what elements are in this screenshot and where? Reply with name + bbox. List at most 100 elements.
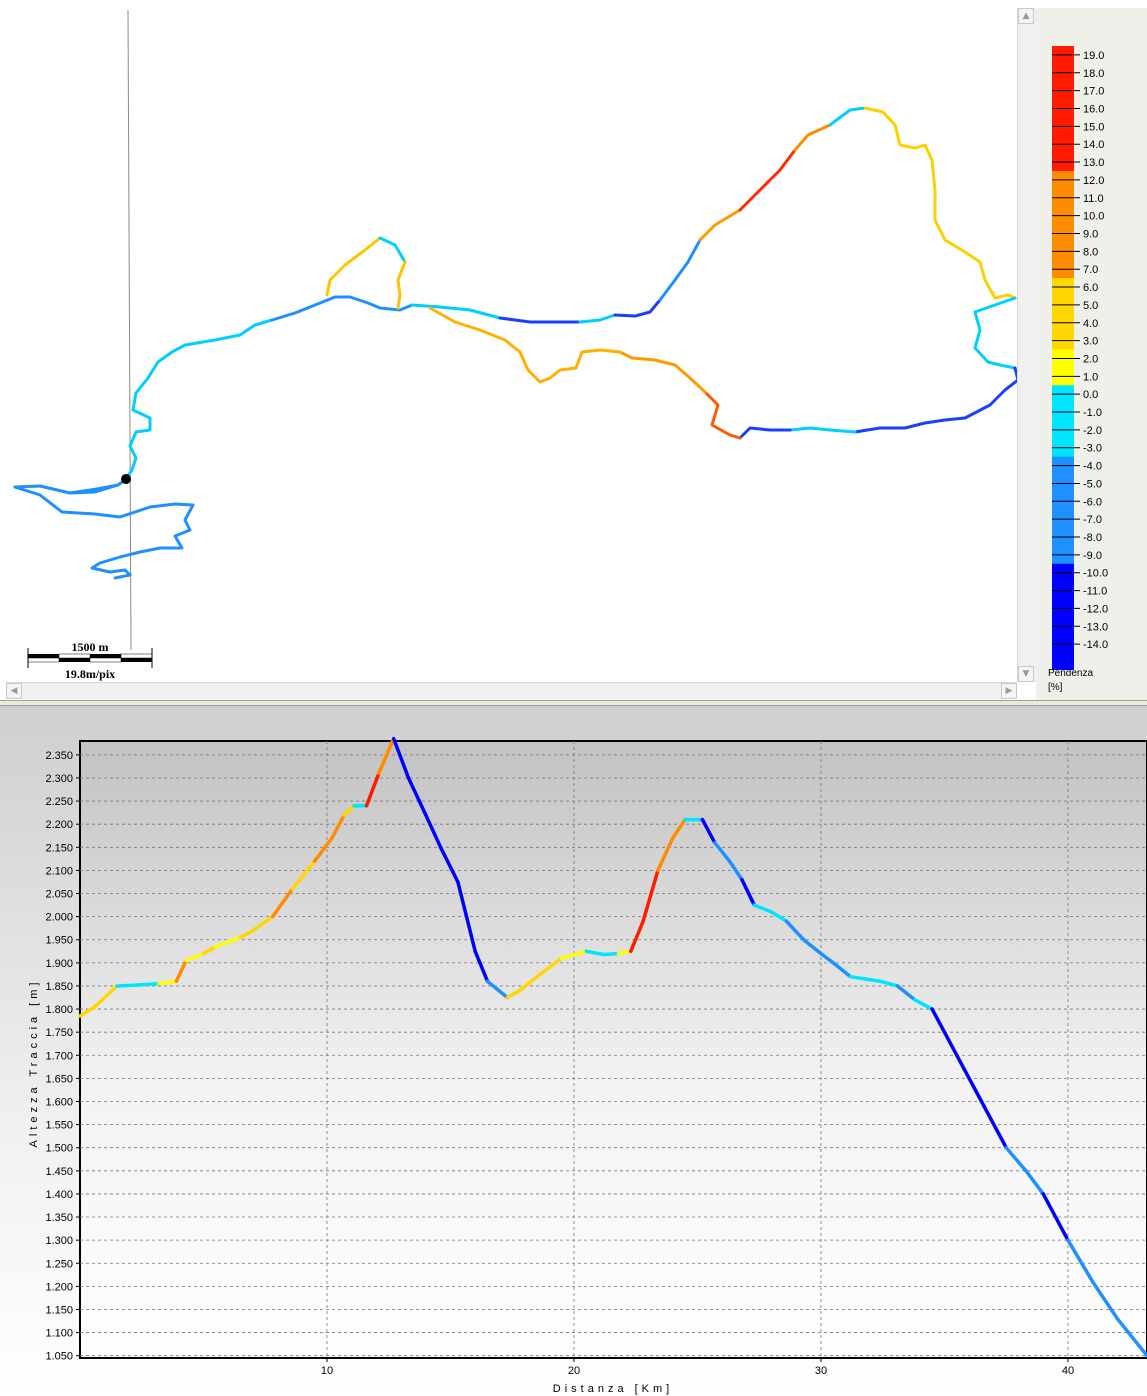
- x-tick-label: 10: [321, 1365, 333, 1377]
- x-tick-label: 20: [568, 1365, 580, 1377]
- track-segment: [828, 106, 867, 127]
- profile-segment: [1041, 1192, 1070, 1242]
- profile-segment: [137, 981, 161, 987]
- track-segment: [123, 318, 274, 482]
- track-segment: [863, 106, 1017, 300]
- elevation-profile-chart[interactable]: 1.050 1.100 1.150 1.200 1.250 1.300 1.350 1.400…: [0, 706, 1147, 1396]
- current-position-marker[interactable]: [121, 474, 131, 484]
- profile-segment: [330, 813, 347, 840]
- map-horizontal-scrollbar[interactable]: ◀ ▶: [6, 682, 1017, 699]
- profile-segment: [656, 836, 675, 873]
- legend-tick-label: 1.0: [1083, 371, 1098, 383]
- y-tick-label: 1.500: [45, 1143, 73, 1155]
- legend-tick-label: 17.0: [1083, 86, 1104, 98]
- track-segment: [410, 303, 502, 320]
- y-tick-label: 1.600: [45, 1096, 73, 1108]
- legend-tick-label: 7.0: [1083, 264, 1098, 276]
- profile-segment: [930, 1007, 959, 1058]
- profile-segment: [312, 836, 334, 863]
- legend-tick-label: -9.0: [1083, 550, 1102, 562]
- scroll-up-icon[interactable]: ▲: [1018, 8, 1034, 24]
- profile-segment: [406, 776, 428, 817]
- profile-segment: [629, 919, 645, 954]
- legend-caption-unit: [%]: [1048, 682, 1063, 693]
- profile-segment: [979, 1099, 1008, 1150]
- legend-tick-label: 6.0: [1083, 282, 1098, 294]
- track-segment: [698, 208, 742, 242]
- profile-segment: [601, 951, 621, 957]
- profile-segment: [740, 877, 757, 907]
- y-tick-label: 1.200: [45, 1281, 73, 1293]
- track-segment: [270, 295, 414, 322]
- profile-segment: [157, 979, 179, 986]
- profile-segment: [238, 928, 255, 940]
- profile-segment: [115, 983, 142, 988]
- x-tick-label: 30: [815, 1365, 827, 1377]
- track-segment: [738, 148, 797, 212]
- track-segment: [396, 260, 407, 310]
- y-tick-label: 1.550: [45, 1120, 73, 1132]
- profile-segment: [505, 988, 522, 1000]
- profile-segment: [584, 949, 606, 957]
- scroll-left-icon[interactable]: ◀: [6, 683, 22, 699]
- legend-tick-label: -5.0: [1083, 478, 1102, 490]
- track-segment: [13, 485, 195, 519]
- legend-tick-label: 12.0: [1083, 175, 1104, 187]
- slope-legend: 19.0 18.0 17.0 16.0 15.0 14.0 13.0 12.0 11.0 10.0…: [1036, 8, 1147, 704]
- y-tick-label: 1.450: [45, 1166, 73, 1178]
- scroll-down-icon[interactable]: ▼: [1018, 666, 1034, 682]
- track-segment: [738, 426, 792, 440]
- position-cursor-line: [127, 9, 132, 651]
- scroll-right-icon[interactable]: ▶: [1001, 683, 1017, 699]
- profile-segment: [290, 859, 317, 891]
- profile-segment: [955, 1053, 984, 1104]
- elevation-profile-panel[interactable]: 1.050 1.100 1.150 1.200 1.250 1.300 1.350 1.400…: [0, 706, 1147, 1396]
- map-vertical-scrollbar[interactable]: ▲ ▼: [1017, 8, 1036, 682]
- profile-segment: [801, 937, 823, 956]
- profile-segment: [93, 991, 112, 1009]
- legend-tick-label: -14.0: [1083, 639, 1108, 651]
- y-tick-label: 1.350: [45, 1212, 73, 1224]
- legend-tick-label: 18.0: [1083, 68, 1104, 80]
- profile-segment: [848, 974, 868, 981]
- scale-distance-label: 1500 m: [72, 640, 109, 654]
- x-tick-label: 40: [1062, 1365, 1074, 1377]
- track-segment: [325, 236, 382, 297]
- y-tick-label: 1.300: [45, 1235, 73, 1247]
- track-segment: [68, 483, 120, 495]
- profile-segment: [616, 949, 633, 956]
- profile-segment: [895, 984, 917, 1002]
- legend-tick-label: 5.0: [1083, 300, 1098, 312]
- profile-segment: [913, 998, 934, 1011]
- profile-segment: [819, 951, 836, 965]
- legend-tick-label: -10.0: [1083, 568, 1108, 580]
- legend-tick-label: -12.0: [1083, 603, 1108, 615]
- track-segment: [428, 306, 622, 384]
- profile-segment: [1115, 1316, 1147, 1358]
- y-tick-label: 2.000: [45, 912, 73, 924]
- legend-tick-label: -4.0: [1083, 461, 1102, 473]
- y-tick-label: 1.950: [45, 935, 73, 947]
- panel-splitter[interactable]: [0, 700, 1147, 706]
- legend-tick-label: 3.0: [1083, 336, 1098, 348]
- profile-segment: [769, 910, 789, 923]
- track-map[interactable]: 1500 m 19.8m/pix: [0, 0, 1036, 700]
- track-segment: [578, 313, 617, 324]
- y-tick-label: 1.650: [45, 1073, 73, 1085]
- legend-tick-label: -2.0: [1083, 425, 1102, 437]
- track-segment: [378, 236, 407, 264]
- profile-segment: [1024, 1169, 1046, 1196]
- profile-segment: [364, 771, 381, 808]
- track-segment: [788, 426, 857, 434]
- profile-segment: [517, 974, 539, 993]
- y-tick-label: 1.100: [45, 1328, 73, 1340]
- track-map-panel[interactable]: 1500 m 19.8m/pix ▲ ▼ ◀ ▶ 19.0 18.0 17.0 16.…: [0, 0, 1147, 704]
- legend-tick-label: -8.0: [1083, 532, 1102, 544]
- profile-segment: [438, 845, 460, 884]
- y-tick-label: 1.150: [45, 1304, 73, 1316]
- y-tick-label: 1.400: [45, 1189, 73, 1201]
- legend-tick-label: -13.0: [1083, 621, 1108, 633]
- profile-segment: [784, 919, 806, 942]
- profile-segment: [1004, 1145, 1028, 1173]
- profile-segment: [831, 961, 853, 979]
